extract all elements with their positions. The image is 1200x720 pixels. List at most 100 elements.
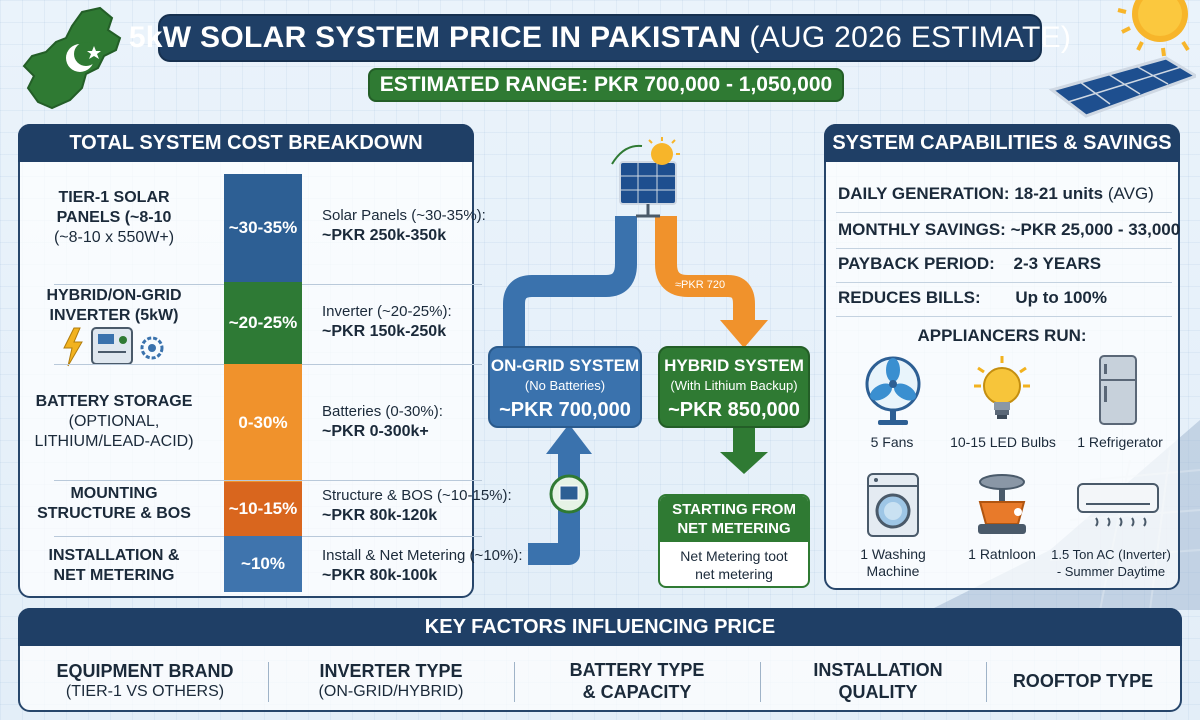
row-label-line: MOUNTING bbox=[70, 485, 158, 502]
factor-title: INSTALLATION bbox=[813, 660, 943, 680]
row-label-line: LITHIUM/LEAD-ACID) bbox=[34, 433, 194, 450]
green-cycle-arrow bbox=[611, 144, 643, 165]
row-battery-label: BATTERY STORAGE (OPTIONAL, LITHIUM/LEAD-… bbox=[26, 392, 202, 452]
fan-icon bbox=[865, 356, 921, 425]
factor-subtitle: (ON-GRID/HYBRID) bbox=[318, 683, 464, 700]
cost-breakdown-panel: TOTAL SYSTEM COST BREAKDOWN TIER-1 SOLAR… bbox=[18, 124, 523, 598]
net-metering-note-line: Net Metering toot bbox=[680, 548, 788, 564]
row-desc-text: Batteries (0-30%): bbox=[322, 403, 443, 420]
net-metering-box: STARTING FROM NET METERING Net Metering … bbox=[658, 494, 810, 588]
capability-key: DAILY GENERATION: bbox=[838, 184, 1010, 203]
segment-share: ~10% bbox=[241, 554, 285, 573]
appliance-label-line: - Summer Daytime bbox=[1056, 564, 1166, 579]
on-grid-arrowhead bbox=[546, 424, 592, 454]
appliance-label-refrigerator: 1 Refrigerator bbox=[1064, 434, 1176, 451]
net-metering-title-line: STARTING FROM bbox=[672, 501, 796, 518]
row-label-line: TIER-1 SOLAR bbox=[58, 189, 170, 206]
hybrid-flow-arrow bbox=[655, 216, 755, 320]
appliance-label-line: 1 Washing bbox=[860, 546, 926, 562]
appliances-heading: APPLIANCERS RUN: bbox=[917, 326, 1087, 345]
row-desc-text: Install & Net Metering (~10%): bbox=[322, 547, 523, 564]
net-metering-title: STARTING FROM NET METERING bbox=[660, 496, 808, 542]
capability-value: ~PKR 25,000 - 33,000 bbox=[1010, 220, 1181, 239]
capability-row-reduces-bills: REDUCES BILLS: Up to 100% bbox=[838, 288, 1107, 308]
factor-rooftop-type: ROOFTOP TYPE bbox=[990, 654, 1176, 708]
net-metering-title-line: NET METERING bbox=[677, 520, 791, 537]
capability-row-payback: PAYBACK PERIOD: 2-3 YEARS bbox=[838, 254, 1101, 274]
row-divider bbox=[54, 480, 482, 481]
row-inverter-desc: Inverter (~20-25%): ~PKR 150k-250k bbox=[322, 302, 452, 342]
row-price: ~PKR 150k-250k bbox=[322, 323, 447, 340]
capability-key: MONTHLY SAVINGS: bbox=[838, 220, 1006, 239]
row-desc-text: Inverter (~20-25%): bbox=[322, 303, 452, 320]
capability-value: Up to 100% bbox=[1015, 288, 1107, 307]
factor-title: EQUIPMENT BRAND bbox=[56, 661, 234, 681]
factor-installation-quality: INSTALLATION QUALITY bbox=[768, 654, 988, 708]
factor-battery-type: BATTERY TYPE & CAPACITY bbox=[522, 654, 752, 708]
appliance-label-line: 1 Refrigerator bbox=[1077, 434, 1163, 450]
segment-share: ~20-25% bbox=[228, 313, 298, 332]
washing-machine-icon bbox=[867, 473, 919, 537]
refrigerator-icon bbox=[1099, 355, 1137, 425]
row-installation-label: INSTALLATION & NET METERING bbox=[26, 546, 202, 586]
capability-row-monthly-savings: MONTHLY SAVINGS: ~PKR 25,000 - 33,000 bbox=[838, 220, 1180, 240]
capability-key: PAYBACK PERIOD: bbox=[838, 254, 995, 273]
solar-panel-icon bbox=[619, 161, 677, 205]
factor-title: & CAPACITY bbox=[582, 682, 692, 702]
factor-equipment-brand: EQUIPMENT BRAND (TIER-1 VS OTHERS) bbox=[30, 654, 260, 708]
segment-share: 0-30% bbox=[238, 413, 288, 432]
page-title-suffix: (AUG 2026 ESTIMATE) bbox=[749, 21, 1072, 54]
on-grid-subtitle: (No Batteries) bbox=[524, 378, 606, 393]
appliance-label-bulbs: 10-15 LED Bulbs bbox=[938, 434, 1068, 451]
row-label-line: PANELS (~8-10 bbox=[56, 209, 172, 226]
row-price: ~PKR 80k-100k bbox=[322, 567, 438, 584]
estimated-range-banner: ESTIMATED RANGE: PKR 700,000 - 1,050,000 bbox=[368, 68, 844, 102]
row-label-line: INSTALLATION & bbox=[48, 547, 180, 564]
net-metering-note-line: net metering bbox=[695, 566, 773, 582]
factor-divider bbox=[514, 662, 515, 702]
page-title: 5kW SOLAR SYSTEM PRICE IN PAKISTAN (AUG … bbox=[129, 14, 1071, 62]
factor-title: QUALITY bbox=[838, 682, 918, 702]
capability-row-daily-generation: DAILY GENERATION: 18-21 units (AVG) bbox=[838, 184, 1154, 204]
row-label-line: NET METERING bbox=[53, 567, 175, 584]
capability-divider bbox=[836, 248, 1172, 249]
hybrid-system-box: HYBRID SYSTEM (With Lithium Backup) ~PKR… bbox=[658, 346, 810, 428]
hybrid-title: HYBRID SYSTEM bbox=[664, 356, 804, 375]
on-grid-system-box: ON-GRID SYSTEM (No Batteries) ~PKR 700,0… bbox=[488, 346, 642, 428]
segment-share: ~30-35% bbox=[228, 218, 298, 237]
pakistan-map-icon bbox=[22, 6, 122, 110]
hybrid-subtitle: (With Lithium Backup) bbox=[670, 378, 798, 393]
capability-key: REDUCES BILLS: bbox=[838, 288, 981, 307]
capability-suffix: (AVG) bbox=[1107, 184, 1154, 203]
row-label-line: INVERTER (5kW) bbox=[26, 306, 202, 326]
appliance-label-line: 10-15 LED Bulbs bbox=[950, 434, 1056, 450]
hybrid-arrow-label: ≈PKR 720 bbox=[675, 279, 726, 291]
factor-divider bbox=[986, 662, 987, 702]
solar-panel-array-icon bbox=[1048, 56, 1196, 118]
appliance-label-line: Machine bbox=[866, 563, 920, 579]
appliance-label-fans: 5 Fans bbox=[846, 434, 938, 451]
row-label-line: (OPTIONAL, bbox=[68, 413, 160, 430]
row-installation-desc: Install & Net Metering (~10%): ~PKR 80k-… bbox=[322, 546, 523, 586]
row-label-line: HYBRID/ON-GRID bbox=[46, 287, 182, 304]
appliance-label-line: 1.5 Ton AC (Inverter) bbox=[1051, 547, 1171, 562]
factor-title: ROOFTOP TYPE bbox=[1012, 671, 1154, 691]
row-label-line: BATTERY STORAGE bbox=[35, 393, 193, 410]
row-price: ~PKR 0-300k+ bbox=[322, 423, 429, 440]
row-mounting-label: MOUNTING STRUCTURE & BOS bbox=[26, 484, 202, 524]
capabilities-heading: SYSTEM CAPABILITIES & SAVINGS bbox=[824, 124, 1180, 162]
segment-mounting: ~10-15% bbox=[224, 482, 302, 536]
row-solar-panels-label: TIER-1 SOLAR PANELS (~8-10 (~8-10 x 550W… bbox=[26, 188, 202, 248]
segment-inverter: ~20-25% bbox=[224, 282, 302, 364]
air-conditioner-icon bbox=[1077, 483, 1159, 527]
segment-battery: 0-30% bbox=[224, 364, 302, 482]
net-metering-arrowhead bbox=[720, 452, 768, 474]
capability-divider bbox=[836, 316, 1172, 317]
system-flow-diagram bbox=[503, 137, 768, 565]
cost-breakdown-heading: TOTAL SYSTEM COST BREAKDOWN bbox=[18, 124, 474, 162]
hybrid-price: ~PKR 850,000 bbox=[668, 399, 800, 421]
segment-solar-panels: ~30-35% bbox=[224, 174, 302, 282]
key-factors-panel: KEY FACTORS INFLUENCING PRICE EQUIPMENT … bbox=[18, 608, 1182, 712]
row-battery-desc: Batteries (0-30%): ~PKR 0-300k+ bbox=[322, 402, 443, 442]
row-desc-text: Solar Panels (~30-35%): bbox=[322, 207, 486, 224]
